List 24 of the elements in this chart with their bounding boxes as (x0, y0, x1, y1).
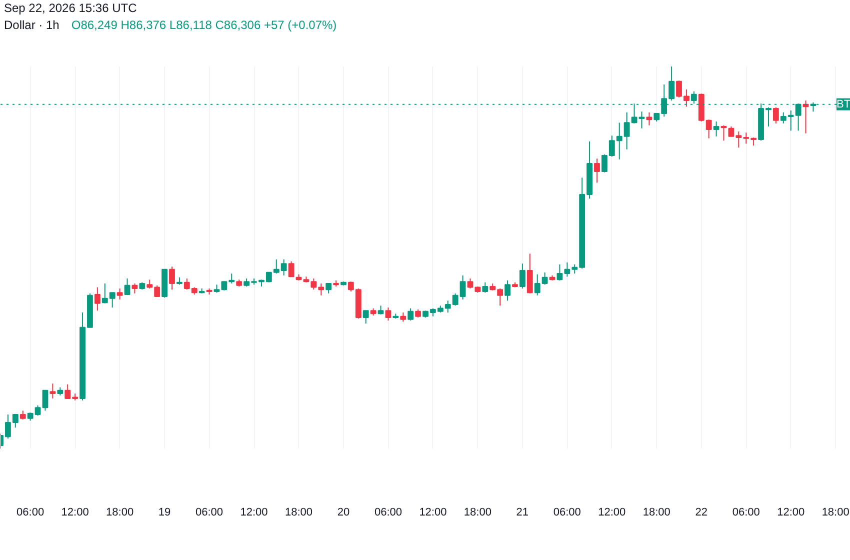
x-tick-label: 22 (695, 506, 708, 518)
x-tick-label: 21 (516, 506, 529, 518)
x-tick-label: 12:00 (598, 506, 626, 518)
x-tick-label: 06:00 (553, 506, 581, 518)
x-tick-label: 18:00 (642, 506, 670, 518)
x-tick-label: 20 (337, 506, 350, 518)
x-tick-label: 18:00 (822, 506, 850, 518)
x-tick-label: 18:00 (106, 506, 134, 518)
text: O86,249 H86,376 L86,118 C86,306 +57 (+0.07%) (71, 18, 337, 32)
x-tick-label: 06:00 (732, 506, 760, 518)
text: Sep 22, 2026 15:36 UTC (4, 1, 137, 15)
x-tick-label: 19 (158, 506, 171, 518)
text: Dollar · 1h (4, 18, 60, 32)
x-tick-label: 18:00 (284, 506, 313, 518)
x-tick-label: 06:00 (196, 506, 224, 518)
x-tick-label: 12:00 (419, 506, 447, 518)
x-tick-label: 18:00 (464, 506, 492, 518)
x-tick-label: 12:00 (240, 506, 268, 518)
x-tick-label: 12:00 (61, 506, 89, 518)
x-tick-label: 06:00 (16, 506, 44, 518)
candlestick (116, 288, 123, 300)
x-tick-label: 06:00 (374, 506, 402, 518)
ref-line-label: BT (836, 98, 850, 110)
x-tick-label: 12:00 (777, 506, 805, 518)
